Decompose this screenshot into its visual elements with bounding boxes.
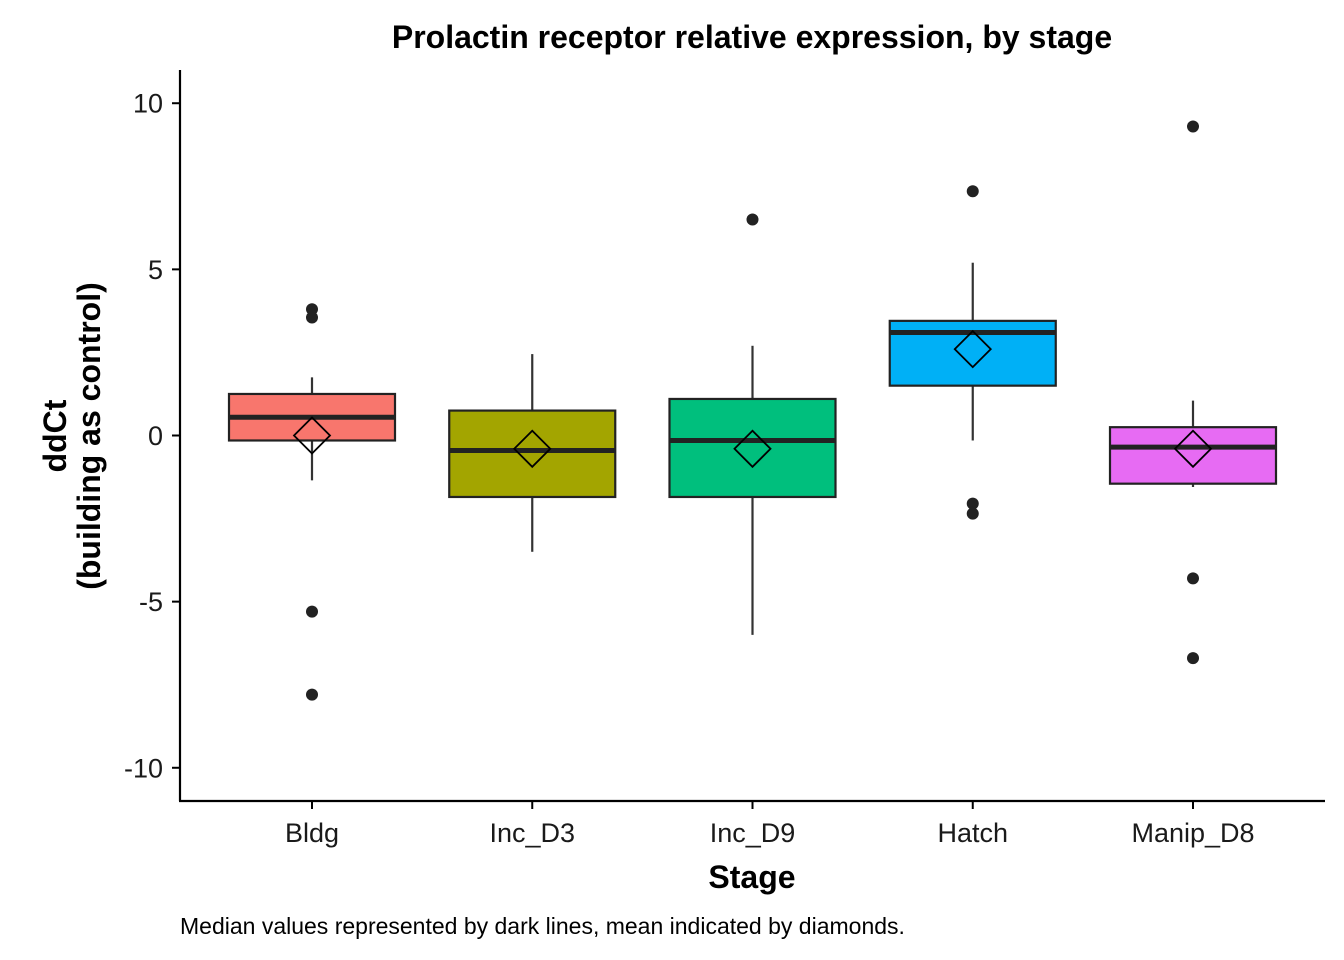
- y-axis: -10 -5 0 5 10: [124, 89, 180, 783]
- outlier-point: [306, 688, 318, 701]
- chart-caption: Median values represented by dark lines,…: [180, 913, 905, 939]
- outlier-point: [1187, 120, 1199, 133]
- outlier-point: [966, 507, 979, 520]
- outlier-point: [966, 497, 979, 510]
- chart-title: Prolactin receptor relative expression, …: [392, 19, 1112, 55]
- outlier-point: [966, 185, 979, 198]
- box-group: [668, 213, 837, 635]
- box-group: [448, 354, 617, 552]
- outlier-point: [1187, 652, 1199, 665]
- y-tick-label: 10: [133, 89, 163, 119]
- outlier-point: [306, 303, 318, 316]
- outlier-point: [306, 311, 318, 324]
- x-axis: Bldg Inc_D3 Inc_D9 Hatch Manip_D8: [285, 801, 1255, 848]
- mean-diamond: [1173, 429, 1213, 469]
- y-tick-label: 5: [148, 255, 163, 285]
- mean-diamond: [733, 429, 772, 469]
- x-axis-title: Stage: [708, 859, 795, 895]
- outlier-point: [746, 213, 759, 226]
- outlier-point: [306, 605, 318, 618]
- outlier-point: [1187, 572, 1199, 585]
- x-tick-label: Inc_D3: [489, 818, 575, 848]
- y-tick-label: -10: [124, 753, 163, 783]
- mean-diamond: [512, 429, 552, 469]
- box-body: [668, 397, 837, 499]
- box-body: [448, 409, 617, 499]
- mean-diamond: [953, 329, 993, 369]
- box-group: [227, 303, 397, 701]
- x-tick-label: Hatch: [937, 818, 1008, 848]
- box-group: [888, 185, 1057, 520]
- y-axis-title-line-1: ddCt: [37, 399, 73, 472]
- box-group: [1108, 120, 1278, 665]
- y-axis-title-line-2: (building as control): [71, 282, 107, 590]
- x-tick-label: Inc_D9: [710, 818, 796, 848]
- box-body: [1108, 426, 1278, 485]
- y-tick-label: 0: [148, 421, 163, 451]
- y-axis-title: ddCt (building as control): [37, 282, 107, 590]
- mean-diamond: [292, 416, 332, 455]
- plot-area: [227, 120, 1278, 701]
- x-tick-label: Bldg: [285, 818, 339, 848]
- x-tick-label: Manip_D8: [1131, 818, 1254, 848]
- y-tick-label: -5: [139, 587, 163, 617]
